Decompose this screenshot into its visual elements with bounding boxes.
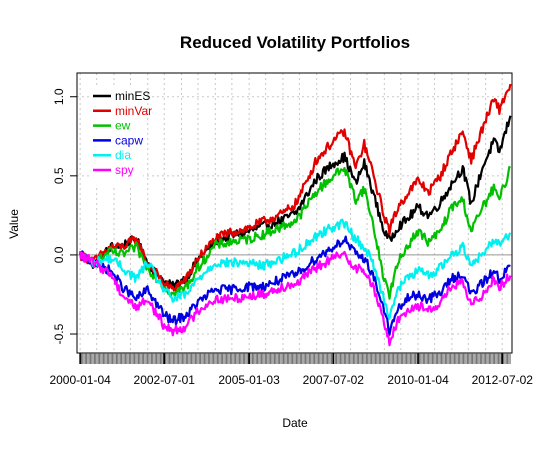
series-line-ew bbox=[79, 166, 512, 300]
legend-label-spy: spy bbox=[115, 163, 134, 177]
legend-label-ew: ew bbox=[115, 119, 131, 133]
y-axis: -0.5 0.0 0.5 1.0 bbox=[52, 88, 77, 344]
plot-frame bbox=[76, 72, 513, 354]
series-line-minVar bbox=[79, 83, 512, 292]
series-line-capw bbox=[79, 235, 511, 336]
legend-label-dia: dia bbox=[115, 148, 131, 162]
legend-label-minES: minES bbox=[115, 89, 150, 103]
x-axis-label: Date bbox=[282, 416, 308, 430]
y-tick-label: 0.0 bbox=[52, 246, 66, 263]
legend-box bbox=[89, 86, 143, 185]
x-tick-label: 2007-07-02 bbox=[303, 373, 365, 387]
series-line-spy bbox=[79, 250, 512, 347]
y-tick-label: 1.0 bbox=[52, 88, 66, 105]
y-tick-label: -0.5 bbox=[52, 323, 66, 344]
y-tick-label: 0.5 bbox=[52, 167, 66, 184]
x-axis: 2000-01-04 2002-07-01 2005-01-03 2007-07-02… bbox=[49, 353, 533, 387]
legend-label-capw: capw bbox=[115, 133, 143, 147]
chart-title: Reduced Volatility Portfolios bbox=[180, 33, 410, 52]
series-line-dia bbox=[79, 218, 512, 320]
y-axis-label: Value bbox=[7, 209, 21, 239]
x-tick-label: 2002-07-01 bbox=[134, 373, 196, 387]
x-tick-label: 2010-01-04 bbox=[387, 373, 449, 387]
x-tick-label: 2005-01-03 bbox=[218, 373, 280, 387]
x-tick-label: 2000-01-04 bbox=[49, 373, 111, 387]
series-lines bbox=[79, 83, 512, 347]
x-tick-label: 2012-07-02 bbox=[472, 373, 534, 387]
legend-label-minVar: minVar bbox=[115, 104, 152, 118]
